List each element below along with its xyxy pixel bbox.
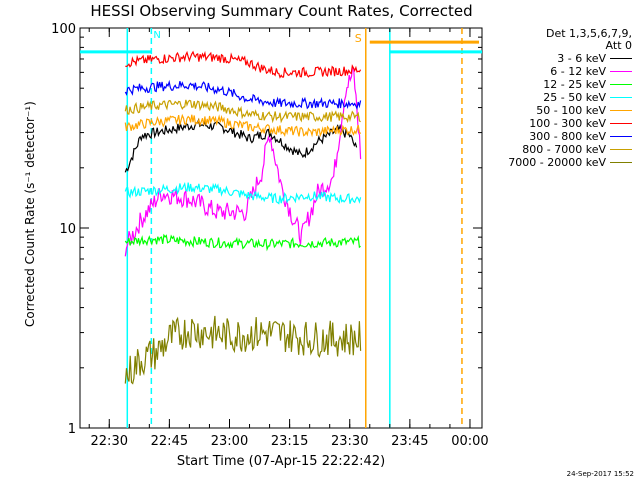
x-tick-label: 23:45 bbox=[391, 434, 428, 449]
series-line bbox=[124, 99, 361, 124]
legend-label: 12 - 25 keV bbox=[543, 78, 606, 91]
night-marker-label: N bbox=[153, 30, 160, 41]
legend-label: 3 - 6 keV bbox=[557, 52, 606, 65]
legend-swatch bbox=[610, 123, 632, 124]
series-line bbox=[124, 117, 358, 173]
legend-item: 12 - 25 keV bbox=[486, 78, 632, 91]
legend-label: 300 - 800 keV bbox=[529, 130, 606, 143]
y-tick-label: 100 bbox=[51, 22, 76, 37]
series-line bbox=[124, 181, 362, 205]
legend-swatch bbox=[610, 97, 632, 98]
y-tick-label: 10 bbox=[59, 222, 76, 237]
x-axis-label: Start Time (07-Apr-15 22:22:42) bbox=[176, 454, 386, 469]
timestamp: 24-Sep-2017 15:52 bbox=[566, 470, 634, 478]
legend-item: 25 - 50 keV bbox=[486, 91, 632, 104]
legend-item: 6 - 12 keV bbox=[486, 65, 632, 78]
legend-label: 50 - 100 keV bbox=[536, 104, 606, 117]
series-line bbox=[124, 79, 362, 111]
legend-header-line: Att 0 bbox=[605, 39, 632, 52]
legend-header-line: Det 1,3,5,6,7,9, bbox=[545, 27, 632, 40]
series-line bbox=[124, 64, 362, 257]
legend-item: 800 - 7000 keV bbox=[486, 143, 632, 156]
chart-title: HESSI Observing Summary Count Rates, Cor… bbox=[90, 2, 473, 20]
legend: Det 1,3,5,6,7,9, Att 0 3 - 6 keV 6 - 12 k… bbox=[486, 28, 632, 169]
legend-item: 50 - 100 keV bbox=[486, 104, 632, 117]
series-line bbox=[124, 315, 362, 385]
legend-item: 300 - 800 keV bbox=[486, 130, 632, 143]
legend-swatch bbox=[610, 84, 632, 85]
series-line bbox=[124, 113, 362, 138]
series-line bbox=[124, 233, 361, 252]
legend-label: 7000 - 20000 keV bbox=[508, 156, 606, 169]
legend-label: 25 - 50 keV bbox=[543, 91, 606, 104]
legend-swatch bbox=[610, 149, 632, 150]
x-tick-label: 23:30 bbox=[331, 434, 368, 449]
y-tick-label: 1 bbox=[68, 422, 76, 437]
x-tick-label: 23:00 bbox=[211, 434, 248, 449]
legend-swatch bbox=[610, 71, 632, 72]
legend-item: 100 - 300 keV bbox=[486, 117, 632, 130]
legend-swatch bbox=[610, 162, 632, 163]
saa-marker-label: S bbox=[355, 32, 362, 45]
y-axis-label: Corrected Count Rate (s⁻¹ detector⁻¹) bbox=[23, 101, 37, 327]
legend-item: 3 - 6 keV bbox=[486, 52, 632, 65]
x-tick-label: 22:45 bbox=[151, 434, 188, 449]
legend-item: 7000 - 20000 keV bbox=[486, 156, 632, 169]
legend-label: 100 - 300 keV bbox=[529, 117, 606, 130]
x-tick-label: 22:30 bbox=[91, 434, 128, 449]
series-line bbox=[125, 50, 362, 79]
legend-swatch bbox=[610, 58, 632, 59]
legend-swatch bbox=[610, 136, 632, 137]
x-tick-label: 00:00 bbox=[451, 434, 488, 449]
legend-swatch bbox=[610, 110, 632, 111]
x-tick-label: 23:15 bbox=[271, 434, 308, 449]
legend-label: 6 - 12 keV bbox=[550, 65, 606, 78]
legend-label: 800 - 7000 keV bbox=[522, 143, 606, 156]
